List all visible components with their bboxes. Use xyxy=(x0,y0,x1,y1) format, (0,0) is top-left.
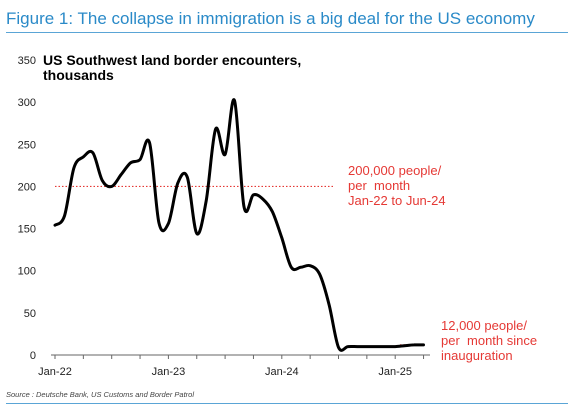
x-tick-label: Jan-23 xyxy=(152,366,186,378)
data-point xyxy=(318,273,321,276)
data-point xyxy=(375,345,378,348)
reference-label-2-line-3: inauguration xyxy=(441,348,513,363)
source-note: Source : Deutsche Bank, US Customs and B… xyxy=(6,390,195,399)
data-point xyxy=(290,266,293,269)
y-tick-label: 0 xyxy=(30,350,36,362)
data-point xyxy=(120,173,123,176)
data-point xyxy=(422,343,425,346)
data-point xyxy=(129,161,132,164)
data-point xyxy=(299,266,302,269)
figure-title: Figure 1: The collapse in immigration is… xyxy=(6,8,568,33)
data-point xyxy=(224,153,227,156)
data-point xyxy=(63,215,66,218)
data-point xyxy=(356,345,359,348)
y-tick-label: 150 xyxy=(18,224,36,236)
data-point xyxy=(413,343,416,346)
data-point xyxy=(214,128,217,131)
y-tick-label: 350 xyxy=(18,55,36,67)
data-point xyxy=(176,182,179,185)
reference-label-1-line-3: Jan-22 to Jun-24 xyxy=(348,193,446,208)
data-point xyxy=(262,198,265,201)
data-point xyxy=(167,222,170,225)
data-point xyxy=(186,176,189,179)
y-tick-label: 300 xyxy=(18,97,36,109)
x-tick-label: Jan-22 xyxy=(38,366,72,378)
data-point xyxy=(243,205,246,208)
data-point xyxy=(205,199,208,202)
y-tick-label: 200 xyxy=(18,181,36,193)
x-tick-label: Jan-25 xyxy=(378,366,412,378)
data-point xyxy=(139,158,142,161)
data-point xyxy=(347,345,350,348)
data-point xyxy=(403,344,406,347)
data-point xyxy=(394,345,397,348)
y-axis: 0 50 100 150 200 250 300 350 xyxy=(18,55,36,362)
chart-title-line-2: thousands xyxy=(43,67,114,83)
series-line-1 xyxy=(53,98,425,352)
data-point xyxy=(337,346,340,349)
reference-label-1-line-1: 200,000 people/ xyxy=(348,163,442,178)
data-point xyxy=(73,166,76,169)
y-tick-label: 250 xyxy=(18,139,36,151)
data-point xyxy=(101,179,104,182)
data-point xyxy=(82,156,85,159)
data-point xyxy=(384,345,387,348)
data-point xyxy=(158,221,161,224)
data-point xyxy=(110,185,113,188)
data-point xyxy=(252,193,255,196)
data-point xyxy=(309,264,312,267)
reference-label-2-line-1: 12,000 people/ xyxy=(441,318,527,333)
data-point xyxy=(233,99,236,102)
x-tick-label: Jan-24 xyxy=(265,366,299,378)
data-point xyxy=(54,224,57,227)
data-point xyxy=(148,141,151,144)
data-point xyxy=(280,236,283,239)
series-group xyxy=(53,98,425,352)
chart-title-line-1: US Southwest land border encounters, xyxy=(43,52,301,68)
data-point xyxy=(328,303,331,306)
y-tick-label: 50 xyxy=(24,308,36,320)
data-point xyxy=(365,345,368,348)
reference-label-2-line-2: per month since xyxy=(441,333,537,348)
reference-label-1-line-2: per month xyxy=(348,178,410,193)
data-point xyxy=(195,232,198,235)
chart-title: US Southwest land border encounters, tho… xyxy=(43,52,301,83)
x-axis: Jan-22 Jan-23 Jan-24 Jan-25 xyxy=(38,354,430,378)
data-point xyxy=(91,151,94,154)
reference-lines xyxy=(55,185,419,346)
bottom-rule xyxy=(6,403,568,404)
data-point xyxy=(271,210,274,213)
y-tick-label: 100 xyxy=(18,266,36,278)
